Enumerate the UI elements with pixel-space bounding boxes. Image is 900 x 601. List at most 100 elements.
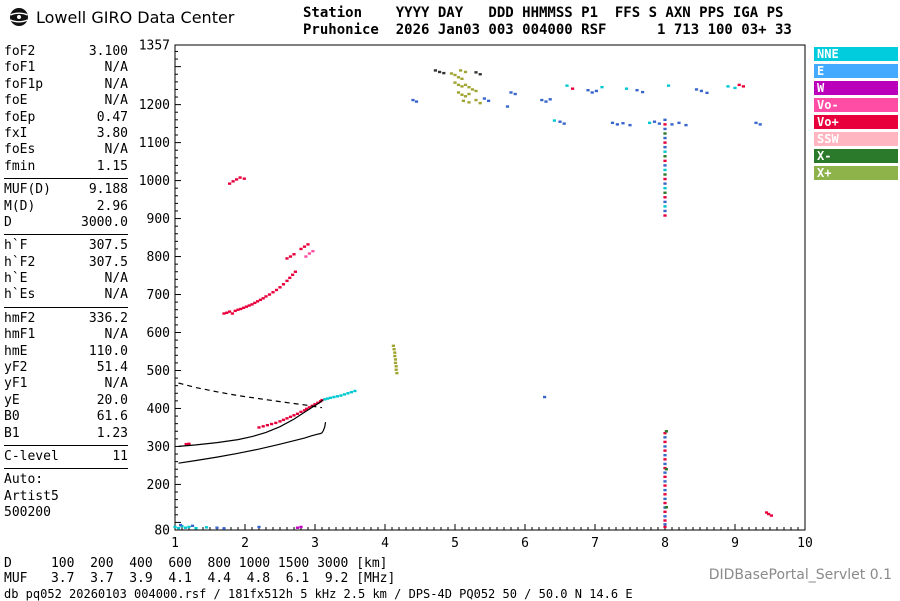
param-row-he: h`E N/A	[4, 271, 128, 287]
legend-item-ssw: SSW	[814, 132, 898, 146]
y-tick-label: 900	[147, 212, 170, 227]
param-row-artist5: Artist5	[4, 489, 128, 505]
param-value: N/A	[104, 287, 128, 303]
param-row-500200: 500200	[4, 505, 128, 521]
param-label: B1	[4, 425, 20, 441]
x-tick-label: 6	[521, 536, 529, 551]
param-row-d: D 3000.0	[4, 215, 128, 231]
legend-item-e: E	[814, 64, 898, 78]
trace-o-trace	[178, 399, 324, 447]
y-tick-label: 700	[147, 288, 170, 303]
param-value: N/A	[104, 60, 128, 76]
scatter-series-streak8-upper-green	[663, 132, 667, 194]
y-tick-label: 1200	[139, 98, 170, 113]
trace-true-height-profile	[178, 422, 327, 464]
param-row-yf2: yF2 51.4	[4, 360, 128, 376]
param-value: N/A	[104, 93, 128, 109]
x-tick-label: 1	[171, 536, 179, 551]
param-label: yF2	[4, 360, 28, 376]
param-row-hf: h`F 307.5	[4, 238, 128, 254]
param-value: 307.5	[88, 254, 128, 270]
param-label: fxI	[4, 125, 28, 141]
param-label: MUF(D)	[4, 182, 51, 198]
param-row-hmf1: hmF1 N/A	[4, 327, 128, 343]
y-tick-label: 200	[147, 478, 170, 493]
scatter-series-olive-streak-4mhz	[391, 344, 399, 375]
trace-x-prediction-dashed	[178, 382, 323, 409]
legend-item-x: X-	[814, 149, 898, 163]
param-label: foF1p	[4, 76, 44, 92]
param-label: hmE	[4, 343, 28, 359]
param-row-ye: yE 20.0	[4, 393, 128, 409]
param-value: 61.6	[96, 409, 128, 425]
x-tick-label: 4	[381, 536, 389, 551]
scatter-series-xtrace-echo-cyan	[323, 389, 357, 401]
legend-item-x: X+	[814, 166, 898, 180]
param-group-divider	[4, 234, 128, 236]
echo-class-legend: NNE E W Vo- Vo+ SSW X- X+	[814, 47, 898, 183]
scatter-series-emin-blue	[179, 523, 261, 530]
scatter-series-second-hop-red	[222, 270, 297, 315]
y-tick-label: 300	[147, 440, 170, 455]
param-row-mufd: MUF(D) 9.188	[4, 182, 128, 198]
param-value: 3.80	[96, 125, 128, 141]
scatter-series-streak8-lower-green	[664, 430, 668, 509]
param-label: hmF2	[4, 310, 36, 326]
param-row-fxi: fxI 3.80	[4, 126, 128, 142]
param-row-foes: foEs N/A	[4, 142, 128, 158]
param-row-fof1p: foF1p N/A	[4, 77, 128, 93]
param-row-fof1: foF1 N/A	[4, 60, 128, 76]
station-header: Station YYYY DAY DDD HHMMSS P1 FFS S AXN…	[303, 5, 792, 39]
x-tick-label: 10	[797, 536, 813, 551]
param-row-hmf2: hmF2 336.2	[4, 311, 128, 327]
param-row-b1: B1 1.23	[4, 426, 128, 442]
x-axis: 1 2 3 4 5 6 7 8 9 10	[171, 524, 813, 551]
logo-text: Lowell GIRO Data Center	[36, 7, 235, 27]
x-tick-label: 2	[241, 536, 249, 551]
d-muf-table: D 100 200 400 600 800 1000 1500 3000 [km…	[4, 556, 396, 586]
param-label: h`E	[4, 271, 28, 287]
servlet-version-label: DIDBasePortal_Servlet 0.1	[708, 567, 892, 583]
station-header-line1: Station YYYY DAY DDD HHMMSS P1 FFS S AXN…	[303, 5, 784, 21]
footer-db-info: db pq052 20260103 004000.rsf / 181fx512h…	[4, 587, 633, 601]
y-tick-label: 1100	[139, 136, 170, 151]
scatter-series-third-hop-red	[228, 176, 246, 185]
station-header-line2: Pruhonice 2026 Jan03 003 004000 RSF 1 71…	[303, 22, 792, 38]
x-tick-label: 9	[731, 536, 739, 551]
legend-item-vo: Vo+	[814, 115, 898, 129]
param-label: yF1	[4, 376, 28, 392]
param-value: 336.2	[88, 310, 128, 326]
param-value: 51.4	[96, 360, 128, 376]
param-group-divider	[4, 444, 128, 446]
y-axis: 1357 1200 1100 1000 900 800 700 600 500 400 300 200…	[139, 39, 181, 539]
param-row-foe: foE N/A	[4, 93, 128, 109]
param-value: 11	[112, 448, 128, 464]
param-row-yf1: yF1 N/A	[4, 376, 128, 392]
param-value: 3000.0	[81, 214, 128, 230]
param-group-divider	[4, 306, 128, 308]
x-tick-label: 8	[661, 536, 669, 551]
scatter-series-spread-olive-cluster	[449, 69, 482, 105]
giro-globe-icon	[10, 8, 28, 26]
param-row-hme: hmE 110.0	[4, 344, 128, 360]
param-label: h`F	[4, 238, 28, 254]
param-label: Auto:	[4, 472, 44, 488]
lowell-giro-logo: Lowell GIRO Data Center	[8, 6, 234, 28]
param-value: N/A	[104, 327, 128, 343]
x-tick-label: 5	[451, 536, 459, 551]
param-label: h`F2	[4, 254, 36, 270]
param-row-hes: h`Es N/A	[4, 287, 128, 303]
param-label: M(D)	[4, 198, 36, 214]
param-value: N/A	[104, 142, 128, 158]
param-value: 1.15	[96, 158, 128, 174]
param-label: foE	[4, 93, 28, 109]
param-row-fmin: fmin 1.15	[4, 159, 128, 175]
param-label: D	[4, 214, 12, 230]
param-value: N/A	[104, 376, 128, 392]
scatter-series-streak8-upper-cyan	[663, 150, 667, 208]
y-tick-label: 400	[147, 402, 170, 417]
scatter-series-misc-red-low	[764, 511, 773, 517]
param-label: foEs	[4, 142, 36, 158]
param-label: foEp	[4, 109, 36, 125]
